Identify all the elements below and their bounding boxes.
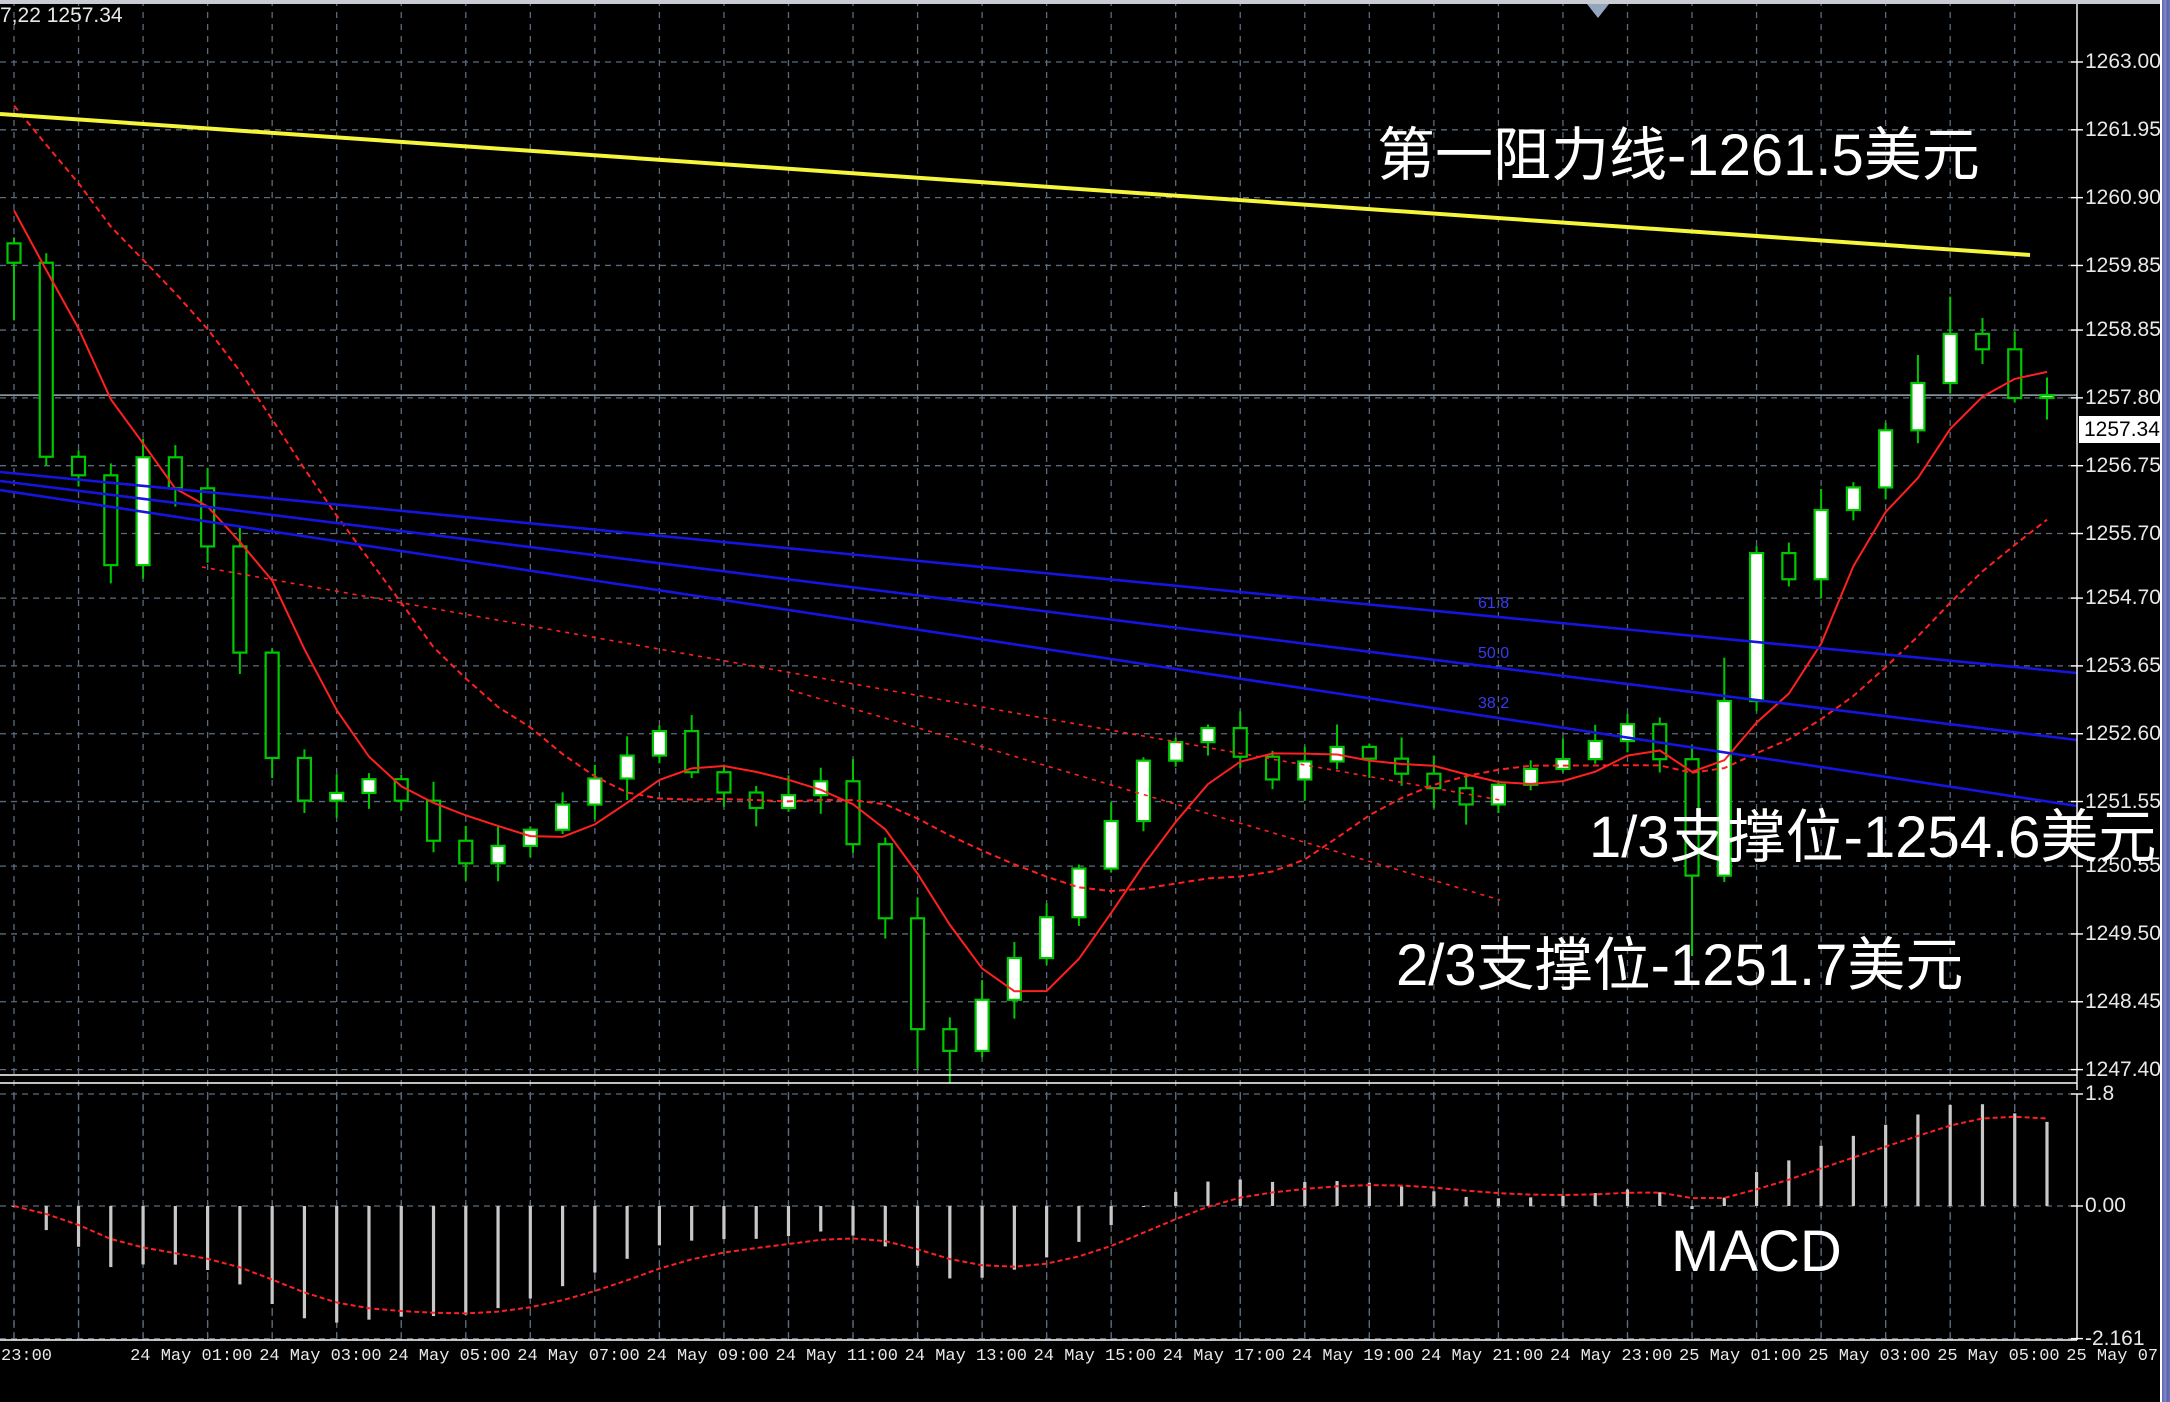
svg-text:50.0: 50.0 [1478,645,1509,662]
svg-text:38.2: 38.2 [1478,695,1509,712]
svg-text:61.8: 61.8 [1478,595,1509,612]
